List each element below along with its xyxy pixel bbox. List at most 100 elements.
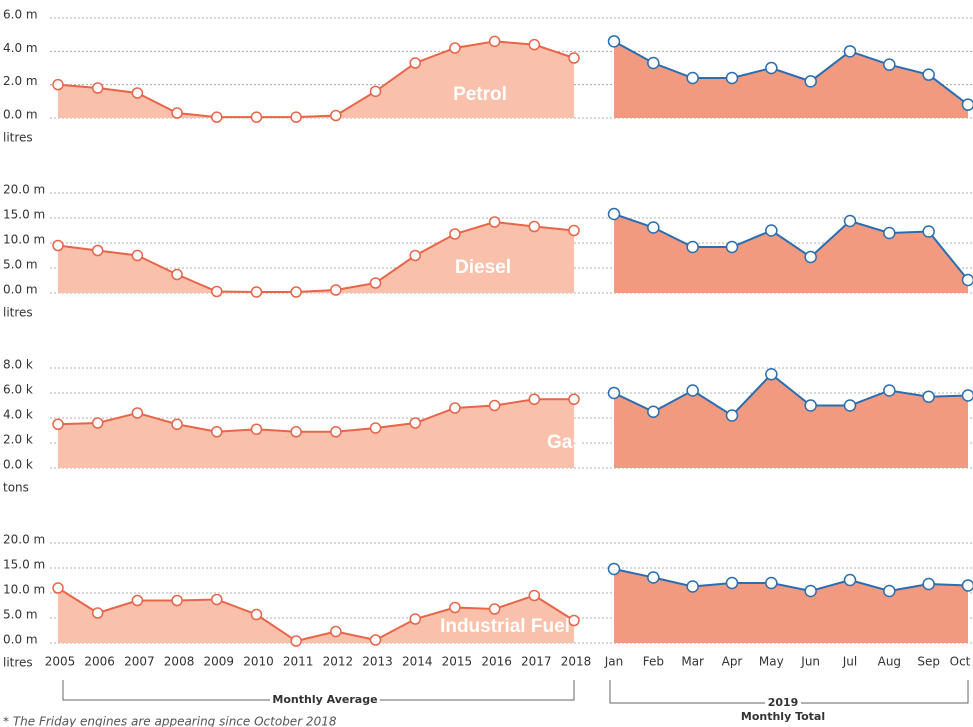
- y-tick-label: 0.0 m: [3, 283, 38, 297]
- area: [58, 41, 574, 119]
- point: [647, 56, 660, 70]
- point: [528, 220, 541, 233]
- point: [843, 45, 857, 58]
- y-tick-label: 10.0 m: [3, 583, 45, 597]
- point: [369, 85, 382, 98]
- point: [488, 603, 501, 615]
- point: [686, 384, 699, 397]
- line: [613, 213, 969, 281]
- point: [843, 214, 857, 228]
- point: [765, 224, 778, 237]
- x-tick-label: 2006: [84, 655, 115, 669]
- x-tick-label: Jan: [604, 655, 624, 669]
- point: [330, 426, 342, 438]
- point: [725, 71, 739, 85]
- y-tick-label: 0.0 k: [3, 458, 33, 472]
- point: [369, 422, 382, 434]
- y-tick-label: 4.0 k: [3, 408, 33, 422]
- point: [922, 577, 935, 591]
- x-tick-label: May: [759, 655, 784, 669]
- point: [250, 608, 263, 621]
- y-tick-label: 20.0 m: [3, 183, 45, 197]
- x-tick-label: 2009: [203, 655, 234, 669]
- line: [57, 398, 574, 433]
- point: [409, 613, 421, 625]
- point: [91, 244, 104, 257]
- point: [211, 285, 223, 298]
- point: [290, 635, 302, 647]
- point: [843, 573, 857, 587]
- point: [804, 399, 817, 412]
- point: [725, 240, 739, 254]
- point: [647, 221, 660, 234]
- x-tick-label: Sep: [917, 655, 940, 669]
- x-tick-label: 2016: [481, 655, 512, 669]
- line: [613, 372, 969, 417]
- label-bg: [765, 695, 801, 711]
- y-tick-label: 2.0 k: [3, 433, 33, 447]
- point: [131, 249, 144, 262]
- point: [52, 78, 64, 91]
- point: [250, 423, 263, 435]
- point: [528, 589, 541, 602]
- point: [607, 386, 621, 400]
- point: [211, 593, 223, 606]
- y-tick-label: 2.0 m: [3, 74, 38, 88]
- point: [568, 224, 580, 237]
- point: [369, 634, 382, 646]
- point: [568, 614, 580, 627]
- point: [211, 111, 223, 123]
- point: [528, 38, 541, 51]
- point: [131, 407, 144, 419]
- x-tick-label: 2012: [323, 655, 354, 669]
- x-tick-label: Oct: [950, 655, 971, 669]
- area: [614, 569, 968, 643]
- area: [614, 214, 968, 293]
- x-tick-label: 2010: [243, 655, 274, 669]
- point: [765, 576, 778, 590]
- total-label: Monthly Total: [741, 710, 825, 723]
- point: [449, 228, 461, 240]
- x-tick-label: Feb: [643, 655, 664, 669]
- x-tick-label: Apr: [722, 655, 743, 669]
- point: [647, 571, 660, 584]
- point: [843, 399, 857, 412]
- point: [922, 390, 935, 403]
- brackets: [62, 680, 969, 711]
- point: [961, 389, 973, 402]
- point: [250, 111, 263, 123]
- y-tick-label: 0.0 m: [3, 108, 38, 122]
- unit-label: litres: [3, 131, 33, 145]
- point: [488, 35, 501, 48]
- x-tick-label: 2017: [521, 655, 552, 669]
- average-label: Monthly Average: [272, 693, 377, 706]
- x-tick-label: Aug: [878, 655, 901, 669]
- y-tick-label: 8.0 k: [3, 358, 33, 372]
- point: [765, 61, 778, 75]
- point: [52, 239, 64, 252]
- point: [369, 277, 382, 289]
- y-tick-label: 5.0 m: [3, 608, 38, 622]
- point: [686, 580, 699, 593]
- area: [58, 399, 574, 468]
- point: [52, 418, 64, 430]
- point: [449, 601, 461, 614]
- area: [58, 588, 574, 643]
- point: [883, 584, 896, 598]
- point: [804, 75, 817, 88]
- point: [409, 57, 421, 69]
- point: [91, 82, 104, 94]
- point: [922, 68, 935, 81]
- point: [607, 562, 621, 576]
- area: [614, 374, 968, 468]
- point: [883, 384, 896, 397]
- point: [804, 250, 817, 264]
- point: [131, 87, 144, 99]
- point: [290, 286, 302, 298]
- series-title: Diesel: [455, 257, 511, 278]
- unit-label: litres: [3, 656, 33, 670]
- y-tick-label: 6.0 m: [3, 8, 38, 22]
- point: [488, 399, 501, 412]
- y-tick-label: 5.0 m: [3, 258, 38, 272]
